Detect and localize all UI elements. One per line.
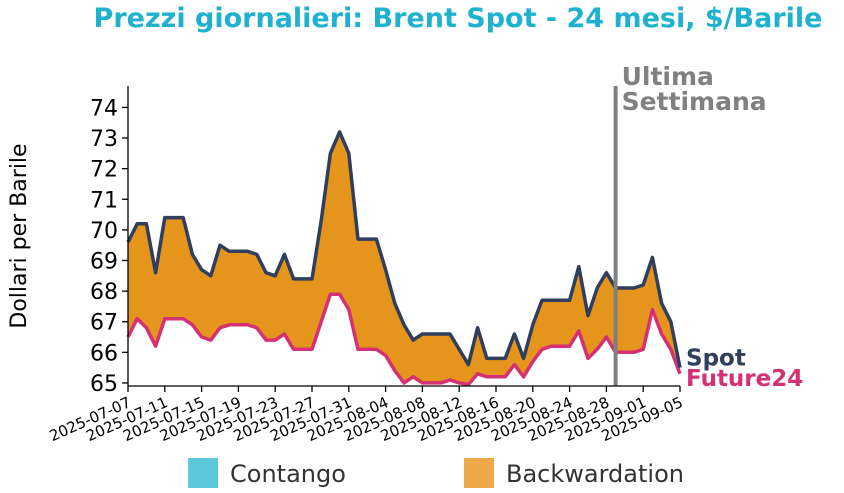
- series-line-spot: [126, 130, 682, 368]
- y-tick-label: 74: [90, 96, 118, 121]
- series-end-label-spot: Spot: [686, 346, 746, 372]
- y-tick-label: 69: [90, 249, 118, 274]
- last-week-label-line2: Settimana: [622, 87, 767, 116]
- x-axis-ticks: 2025-07-072025-07-112025-07-152025-07-19…: [47, 386, 686, 445]
- y-tick-label: 70: [90, 219, 118, 244]
- y-axis-ticks: 65 66 67 68 69 70 71 72 73 74: [90, 96, 128, 397]
- legend-swatch-contango: [188, 458, 218, 488]
- axes: [127, 86, 680, 387]
- legend-label-backwardation: Backwardation: [506, 460, 684, 488]
- y-tick-label: 71: [90, 188, 118, 213]
- y-axis-label: Dollari per Barile: [7, 143, 32, 328]
- y-tick-label: 67: [90, 311, 118, 336]
- series-line-future24: [126, 292, 682, 387]
- legend-label-contango: Contango: [230, 460, 346, 488]
- y-tick-label: 68: [90, 280, 118, 305]
- last-week-label-line1: Ultima: [622, 62, 714, 91]
- spread-area: [128, 131, 680, 385]
- y-tick-label: 72: [90, 158, 118, 183]
- series-end-label-future24: Future24: [686, 366, 803, 392]
- y-tick-label: 66: [90, 341, 118, 366]
- legend: Contango Backwardation: [188, 458, 684, 488]
- chart-title: Prezzi giornalieri: Brent Spot - 24 mesi…: [94, 3, 823, 34]
- y-tick-label: 65: [90, 372, 118, 397]
- y-tick-label: 73: [90, 127, 118, 152]
- legend-swatch-backwardation: [464, 458, 494, 488]
